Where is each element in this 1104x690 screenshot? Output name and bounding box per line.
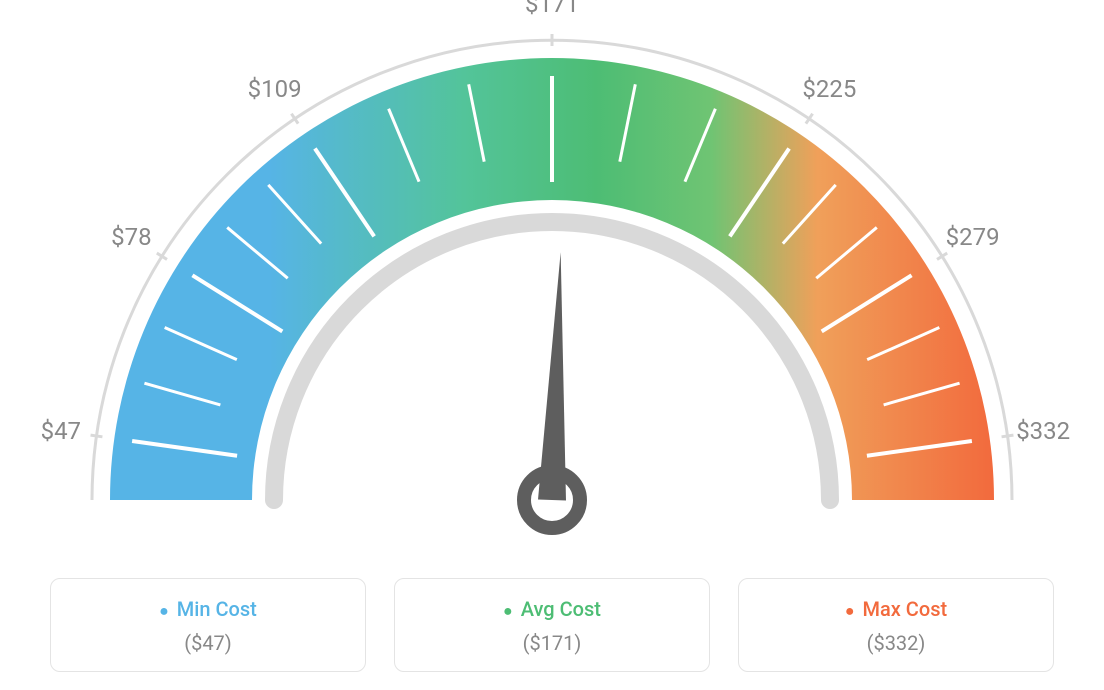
gauge-tick-label: $109	[248, 75, 302, 103]
legend-min-label: Min Cost	[61, 597, 355, 621]
gauge-svg	[0, 0, 1104, 560]
legend-avg-label: Avg Cost	[405, 597, 699, 621]
legend-max-value: ($332)	[749, 631, 1043, 655]
gauge-tick-label: $225	[802, 75, 856, 103]
gauge-tick-label: $279	[946, 223, 1000, 251]
legend-card-max: Max Cost ($332)	[738, 578, 1054, 672]
gauge-tick-label: $332	[1016, 417, 1070, 445]
gauge-tick-label: $78	[111, 223, 151, 251]
gauge-tick-label: $47	[41, 417, 81, 445]
cost-gauge: $47 $78 $109 $171 $225 $279 $332	[0, 0, 1104, 560]
legend-card-min: Min Cost ($47)	[50, 578, 366, 672]
legend-row: Min Cost ($47) Avg Cost ($171) Max Cost …	[50, 578, 1054, 672]
legend-card-avg: Avg Cost ($171)	[394, 578, 710, 672]
gauge-tick-label: $171	[525, 0, 579, 18]
legend-min-value: ($47)	[61, 631, 355, 655]
legend-avg-value: ($171)	[405, 631, 699, 655]
legend-max-label: Max Cost	[749, 597, 1043, 621]
